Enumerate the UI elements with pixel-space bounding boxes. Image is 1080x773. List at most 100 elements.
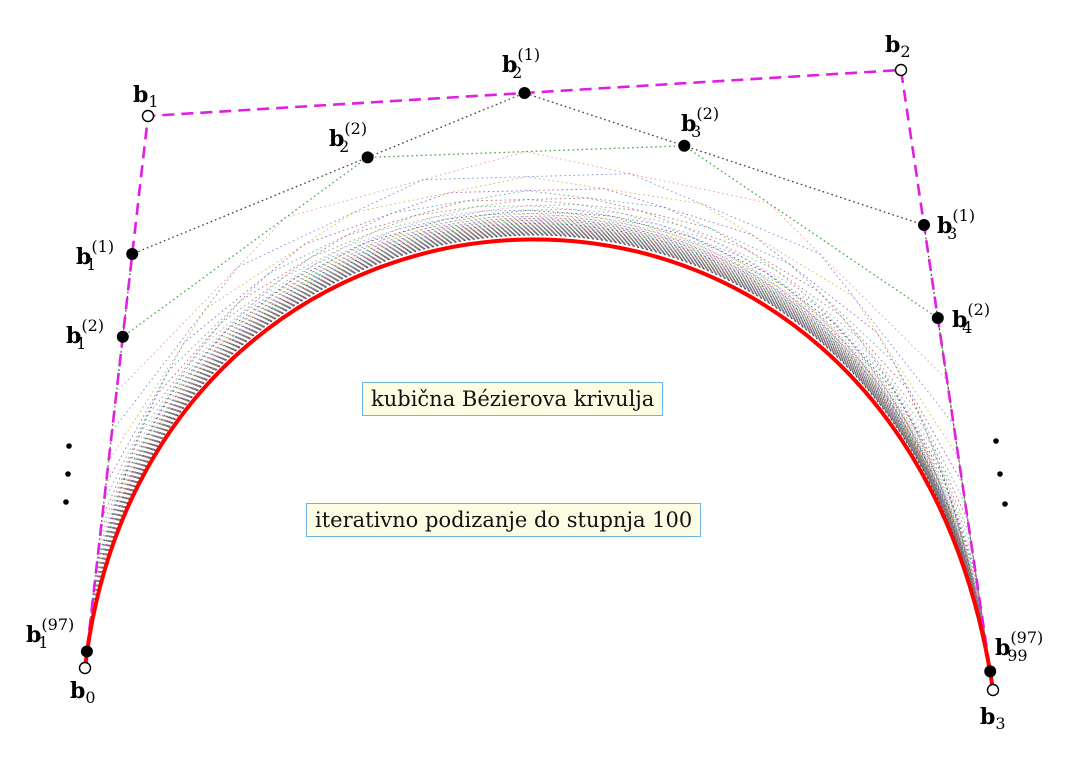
elevation-polygon-94 xyxy=(84,234,994,691)
elevation-polygon-70 xyxy=(84,232,994,691)
process-label-box: iterativno podizanje do stupnja 100 xyxy=(306,503,702,537)
elevation-polygon-51 xyxy=(84,230,994,691)
elevation-polygon-74 xyxy=(84,233,994,691)
elevation-polygon-33 xyxy=(84,226,994,691)
process-label: iterativno podizanje do stupnja 100 xyxy=(315,508,693,532)
elevation-polygon-41 xyxy=(84,228,994,691)
elevation-polygon-71 xyxy=(84,233,994,691)
elevation-polygon-18 xyxy=(84,217,994,691)
elevation-polygon-37 xyxy=(84,227,994,691)
elevation-polygon-13 xyxy=(84,209,994,691)
elevation-polygon-91 xyxy=(84,234,994,691)
elevation-polygon-29 xyxy=(84,224,994,691)
elevation-polygon-31 xyxy=(84,225,994,691)
elevation-polygon-15 xyxy=(84,213,994,691)
elevation-polygon-35 xyxy=(84,227,994,691)
elevation-polygon-24 xyxy=(84,222,994,691)
point-b1 xyxy=(141,109,155,123)
elevation-polygon-20 xyxy=(84,219,994,691)
elevation-polygon-79 xyxy=(84,233,994,691)
elevation-polygon-68 xyxy=(84,232,994,691)
elevation-polygon-39 xyxy=(84,228,994,691)
point-b3 xyxy=(986,683,1000,697)
elevation-polygon-26 xyxy=(84,223,994,691)
elevation-polygon-44 xyxy=(84,229,994,691)
elevation-polygon-10 xyxy=(84,204,994,691)
curve-label-box: kubična Bézierova krivulja xyxy=(362,382,664,416)
elevation-polygon-46 xyxy=(84,229,994,691)
label-b1-1: b(1) 1 xyxy=(76,237,114,274)
elevation-polygon-6 xyxy=(84,188,994,691)
point-b1-97 xyxy=(80,645,93,658)
label-b2-1: b(1) 2 xyxy=(502,45,540,82)
elevation-polygon-17 xyxy=(84,215,994,691)
elevation-polygon-32 xyxy=(84,226,994,691)
point-b2 xyxy=(894,63,908,77)
point-b99-97 xyxy=(984,665,997,678)
elevation-polygon-19 xyxy=(84,218,994,691)
label-b2-2: b(2) 2 xyxy=(329,119,367,156)
elevation-polygon-93 xyxy=(84,234,994,691)
label-b4-2: b(2) 4 xyxy=(952,300,990,337)
elevation-polygon-76 xyxy=(84,233,994,691)
elevation-polygon-96 xyxy=(84,234,994,691)
elevation-polygon-8 xyxy=(84,197,994,691)
label-b0: b0 xyxy=(70,678,96,707)
elevation-polygon-90 xyxy=(84,234,994,691)
label-b3-1: b(1) 3 xyxy=(937,206,975,243)
elevation-polygon-28 xyxy=(84,224,994,691)
elevation-polygon-42 xyxy=(84,229,994,691)
elevation-polygon-85 xyxy=(84,233,994,691)
bezier-curve xyxy=(83,237,995,691)
curve-label: kubična Bézierova krivulja xyxy=(371,387,655,411)
point-b3-1 xyxy=(918,219,930,231)
elevation-polygon-36 xyxy=(84,227,994,691)
elevation-polygon-27 xyxy=(84,223,994,691)
elevation-polygon-48 xyxy=(84,230,994,691)
elevation-polygons xyxy=(84,92,994,691)
point-b3-2 xyxy=(678,139,691,152)
ellipsis-left xyxy=(63,443,72,505)
elevation-polygon-45 xyxy=(84,229,994,691)
elevation-polygon-92 xyxy=(84,234,994,691)
elevation-polygon-12 xyxy=(84,208,994,691)
point-b2-1 xyxy=(518,87,531,99)
elevation-polygon-47 xyxy=(84,230,994,691)
point-b2-2 xyxy=(361,151,374,164)
elevation-polygon-77 xyxy=(84,233,994,691)
label-b1-97: b(97) 1 xyxy=(26,615,74,652)
elevation-polygon-16 xyxy=(84,215,994,691)
ellipsis-right xyxy=(993,438,1008,507)
label-b3: b3 xyxy=(980,704,1006,733)
elevation-polygon-69 xyxy=(84,232,994,691)
elevation-polygon-40 xyxy=(84,228,994,691)
elevation-polygon-50 xyxy=(84,230,994,691)
points xyxy=(78,63,1000,697)
elevation-polygon-88 xyxy=(84,234,994,691)
elevation-polygon-95 xyxy=(84,234,994,691)
elevation-polygon-25 xyxy=(84,222,994,691)
elevation-polygon-75 xyxy=(84,233,994,691)
elevation-polygon-5 xyxy=(84,176,994,691)
elevation-polygon-43 xyxy=(84,229,994,691)
elevation-polygon-21 xyxy=(84,219,994,691)
elevation-polygon-78 xyxy=(84,233,994,691)
elevation-polygon-83 xyxy=(84,233,994,691)
elevation-polygon-86 xyxy=(84,234,994,691)
elevation-polygon-87 xyxy=(84,234,994,691)
label-b99-97: b(97) 99 xyxy=(995,628,1043,665)
elevation-polygon-80 xyxy=(84,233,994,691)
elevation-polygon-9 xyxy=(84,199,994,691)
elevation-polygon-11 xyxy=(84,205,994,691)
elevation-polygon-52 xyxy=(84,230,994,691)
elevation-polygon-84 xyxy=(84,233,994,691)
elevation-polygon-34 xyxy=(84,226,994,691)
label-b3-2: b(2) 3 xyxy=(681,104,719,141)
point-b0 xyxy=(78,661,92,675)
elevation-polygon-89 xyxy=(84,234,994,691)
elevation-polygon-73 xyxy=(84,233,994,691)
elevation-polygon-97 xyxy=(84,234,994,691)
elevation-polygon-30 xyxy=(84,225,994,691)
elevation-polygon-49 xyxy=(84,230,994,691)
